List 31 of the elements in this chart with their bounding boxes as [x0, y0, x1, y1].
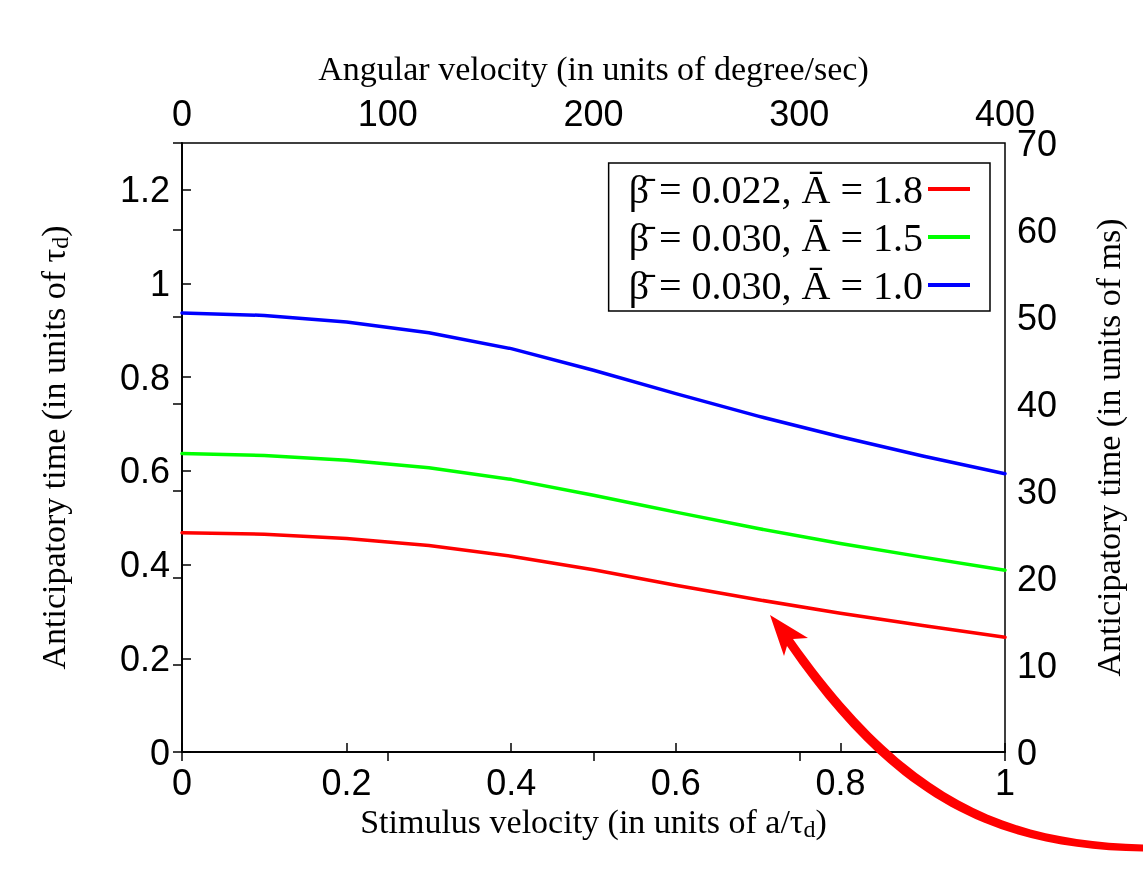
x2-tick-label: 300 [769, 92, 830, 134]
y-axis-title: Anticipatory time (in units of τd) [34, 225, 73, 670]
x-tick-label: 0.8 [815, 761, 866, 803]
y2-axis-title: Anticipatory time (in units of ms) [1089, 218, 1128, 677]
y2-tick-label: 20 [1017, 557, 1058, 599]
x2-tick-label: 100 [357, 92, 418, 134]
x-tick-label: 0.2 [321, 761, 372, 803]
y-tick-label: 0.6 [119, 450, 170, 492]
legend-label: β̄ = 0.030, Ā = 1.5 [628, 214, 923, 260]
line-series [180, 451, 1007, 572]
y2-tick-label: 10 [1017, 644, 1058, 686]
y2-tick-label: 50 [1017, 296, 1058, 338]
x2-axis-title: Angular velocity (in units of degree/sec) [318, 49, 869, 88]
line-series [180, 311, 1007, 476]
x-tick-label: 0.4 [486, 761, 537, 803]
y-tick-label: 0 [149, 731, 170, 773]
y-tick-label: 1 [149, 263, 170, 305]
y-tick-label: 1.2 [119, 169, 170, 211]
x2-tick-label: 200 [563, 92, 624, 134]
y-tick-label: 0.2 [119, 637, 170, 679]
y2-tick-label: 30 [1017, 470, 1058, 512]
x-tick-label: 1 [994, 761, 1016, 803]
legend-label: β̄ = 0.030, Ā = 1.0 [628, 262, 923, 308]
line-series [180, 531, 1007, 639]
y-tick-label: 0.4 [119, 544, 170, 586]
y2-tick-label: 60 [1017, 209, 1058, 251]
y2-tick-label: 40 [1017, 383, 1058, 425]
y-tick-label: 0.8 [119, 356, 170, 398]
legend-label: β̄ = 0.022, Ā = 1.8 [628, 166, 923, 212]
y2-tick-label: 0 [1017, 731, 1038, 773]
x-tick-label: 0.6 [650, 761, 701, 803]
